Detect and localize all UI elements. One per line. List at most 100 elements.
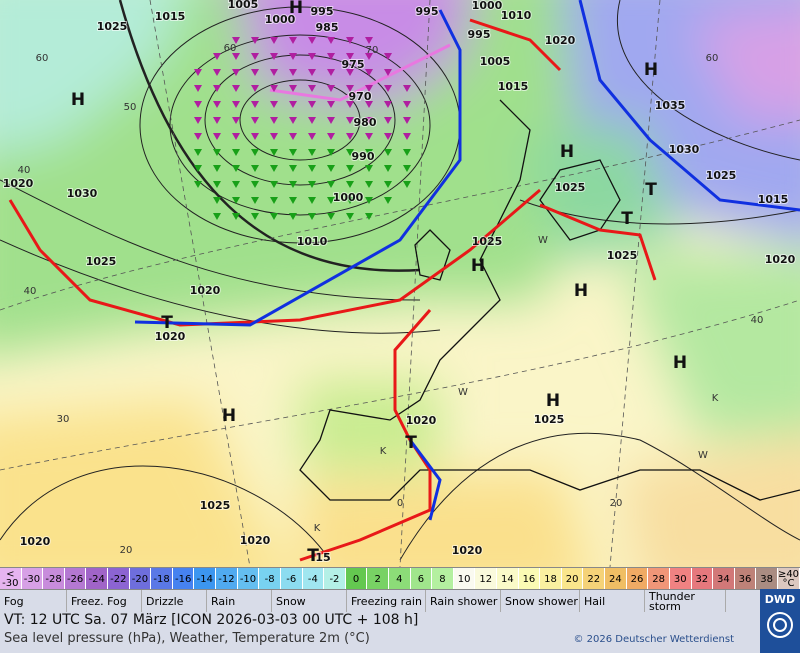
scale-cell: -6: [280, 568, 303, 590]
footer: VT: 12 UTC Sa. 07 März [ICON 2026-03-03 …: [0, 612, 760, 653]
legend-item: Snow shower: [501, 590, 580, 613]
pressure-center: T: [405, 433, 417, 453]
scale-cell: -24: [86, 568, 109, 590]
scale-cell: 14: [497, 568, 519, 590]
precip-symbol: [289, 165, 297, 172]
precip-symbol: [251, 53, 259, 60]
isobar-label: 1020: [20, 535, 51, 548]
isobar-label: 1020: [190, 284, 221, 297]
temperature-scale: < -30 -30 -28 -26 -24 -22 -20 -18 -16 -14 -12 -10 -8…: [0, 567, 800, 590]
isobar-label: 1015: [758, 193, 789, 206]
precip-symbol: [327, 133, 335, 140]
scale-cell: -28: [43, 568, 65, 590]
precip-symbol: [289, 37, 297, 44]
logo: DWD: [760, 589, 800, 653]
precip-symbol: [232, 101, 240, 108]
isobar-label: 1030: [669, 143, 700, 156]
precip-symbol: [384, 181, 392, 188]
scale-cell: 2: [367, 568, 389, 590]
precip-symbol: [403, 117, 411, 124]
scale-cell: 28: [648, 568, 670, 590]
precip-symbol: [384, 69, 392, 76]
precip-symbol: [308, 117, 316, 124]
pressure-center: H: [673, 353, 687, 373]
precip-symbol: [346, 165, 354, 172]
scale-cell: 8: [432, 568, 454, 590]
weather-mark: K: [380, 446, 387, 457]
isobar-label: 1005: [480, 55, 511, 68]
precip-symbol: [365, 213, 373, 220]
isobar-label: 15: [315, 551, 330, 564]
isobar-label: 1025: [200, 499, 231, 512]
precip-symbol: [251, 85, 259, 92]
precip-symbol: [289, 53, 297, 60]
isobar-label: 1025: [534, 413, 565, 426]
precip-symbol: [327, 85, 335, 92]
precip-symbol: [308, 53, 316, 60]
scale-cell: 10: [453, 568, 476, 590]
precip-symbol: [346, 197, 354, 204]
precip-symbol: [308, 197, 316, 204]
legend-item: Snow: [272, 590, 347, 613]
isobar-label: 985: [316, 21, 339, 34]
legend-item: Fog: [0, 590, 67, 613]
isobar-label: 1025: [97, 20, 128, 33]
precip-symbol: [213, 117, 221, 124]
precip-symbol: [327, 69, 335, 76]
precip-symbol: [270, 213, 278, 220]
scale-cell: -14: [194, 568, 217, 590]
precip-symbol: [327, 181, 335, 188]
precip-symbol: [194, 85, 202, 92]
precip-symbol: [251, 181, 259, 188]
legend-item: Thunder storm: [645, 590, 726, 613]
precip-symbol: [213, 53, 221, 60]
precip-symbol: [194, 101, 202, 108]
precip-symbol: [251, 165, 259, 172]
weather-mark: K: [712, 393, 719, 404]
temperature-label: 50: [124, 102, 137, 113]
precip-symbol: [346, 69, 354, 76]
precip-symbol: [403, 133, 411, 140]
pressure-center: H: [560, 142, 574, 162]
precip-symbol: [289, 117, 297, 124]
precip-symbol: [251, 149, 259, 156]
precip-symbol: [403, 101, 411, 108]
logo-icon: [767, 612, 793, 638]
scale-cell: 20: [561, 568, 584, 590]
precip-symbol: [308, 149, 316, 156]
scale-cell: 22: [583, 568, 606, 590]
precip-symbol: [289, 133, 297, 140]
precip-symbol: [308, 101, 316, 108]
isobar-label: 1000: [333, 191, 364, 204]
precip-symbol: [213, 101, 221, 108]
isobar-label: 995: [468, 28, 491, 41]
scale-cell: -2: [324, 568, 346, 590]
legend-item: Hail: [580, 590, 645, 613]
precip-symbol: [308, 37, 316, 44]
precip-symbol: [346, 85, 354, 92]
scale-cell: 6: [410, 568, 433, 590]
pressure-center: H: [222, 406, 236, 426]
scale-cell: 16: [518, 568, 541, 590]
temperature-label: 40: [18, 165, 31, 176]
scale-cell: -22: [108, 568, 130, 590]
pressure-center: H: [546, 391, 560, 411]
isobar-label: 975: [342, 58, 365, 71]
precip-symbol: [270, 133, 278, 140]
scale-cell: 32: [691, 568, 714, 590]
precip-symbol: [251, 197, 259, 204]
precip-symbol: [327, 37, 335, 44]
scale-cell: -10: [237, 568, 260, 590]
precip-symbol: [270, 101, 278, 108]
precip-symbol: [251, 69, 259, 76]
scale-cell: -4: [302, 568, 325, 590]
precip-symbol: [403, 149, 411, 156]
precip-symbol: [308, 85, 316, 92]
isobar-label: 1025: [472, 235, 503, 248]
precip-symbol: [194, 181, 202, 188]
scale-cell: 26: [626, 568, 649, 590]
precip-symbol: [365, 117, 373, 124]
precip-symbol: [232, 213, 240, 220]
isobar-label: 995: [311, 5, 334, 18]
isobar-label: 1020: [3, 177, 34, 190]
